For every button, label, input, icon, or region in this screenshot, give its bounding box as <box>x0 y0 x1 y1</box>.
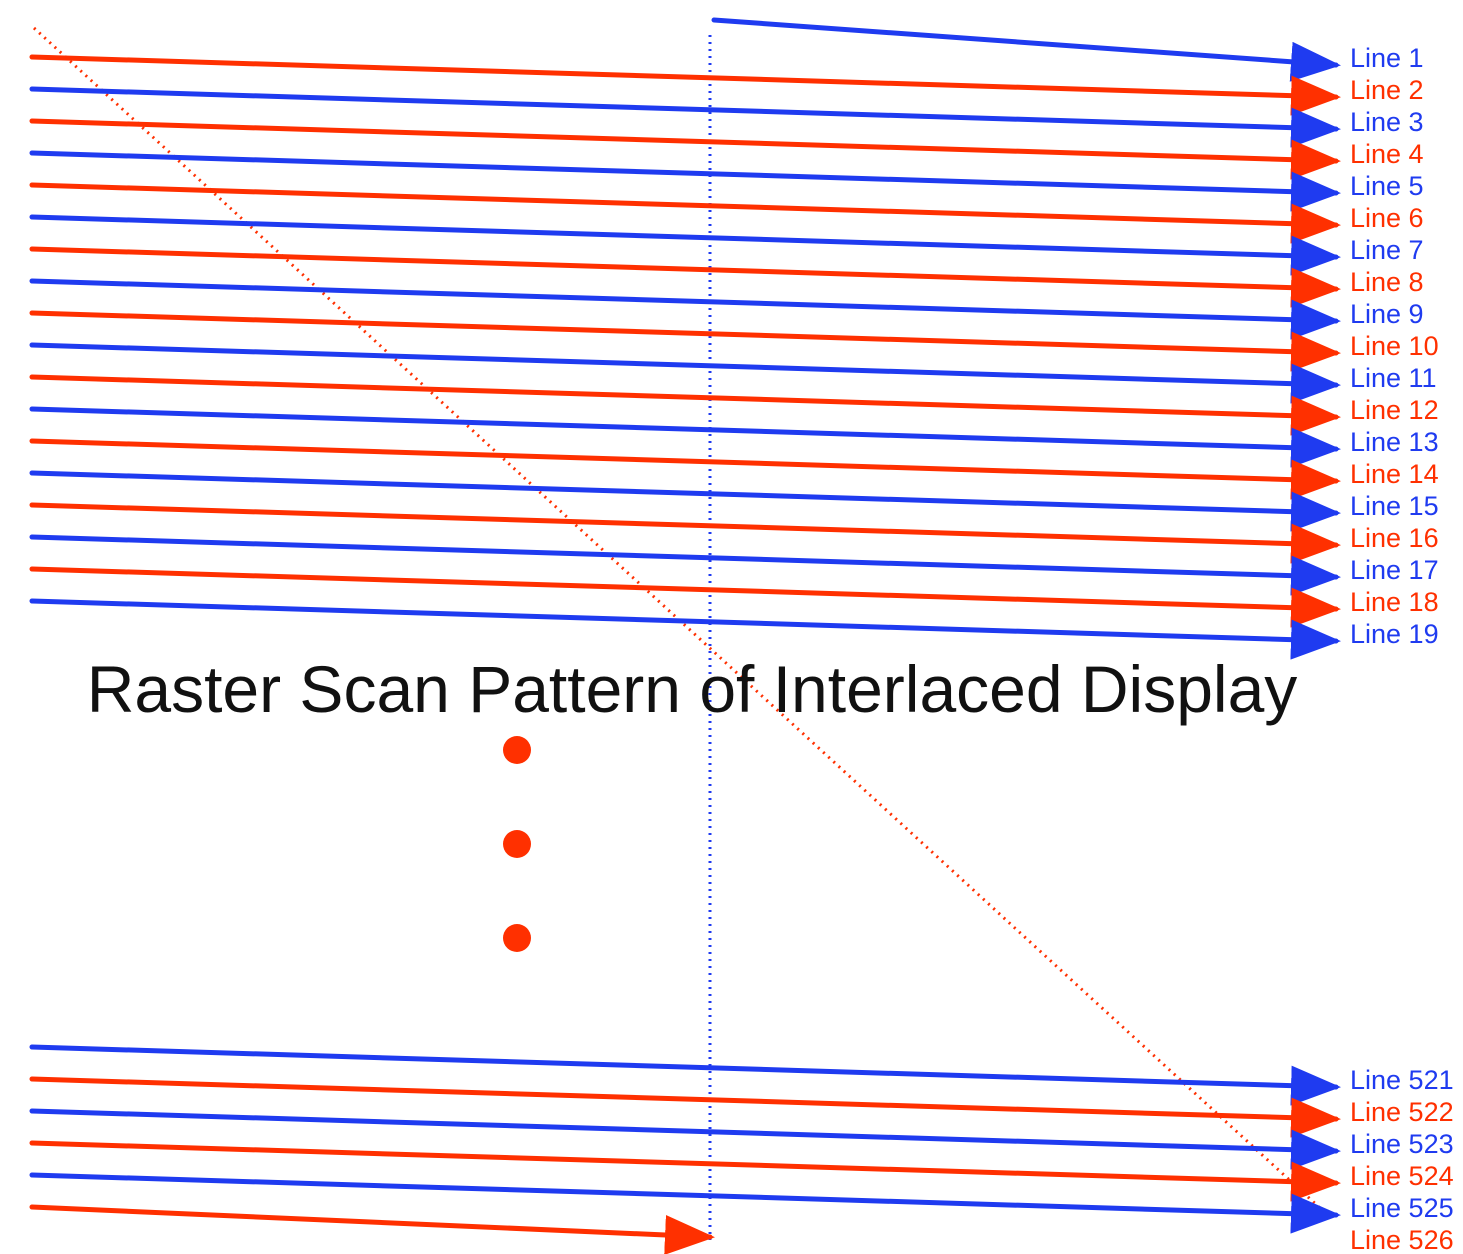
line-label: Line 522 <box>1350 1097 1454 1127</box>
line-label: Line 11 <box>1350 363 1437 393</box>
ellipsis-dot <box>503 736 531 764</box>
scan-line-8 <box>29 246 1341 308</box>
line-label: Line 4 <box>1350 139 1424 169</box>
ellipsis-dot <box>503 830 531 858</box>
line-label: Line 2 <box>1350 75 1424 105</box>
scan-lines <box>29 17 1341 1254</box>
line-label: Line 15 <box>1350 491 1439 521</box>
scan-line-15 <box>29 470 1341 532</box>
line-label: Line 19 <box>1350 619 1439 649</box>
scan-line-12 <box>29 374 1341 436</box>
scan-line-19 <box>29 598 1341 660</box>
line-label: Line 5 <box>1350 171 1424 201</box>
scan-line-16 <box>29 502 1341 564</box>
line-label: Line 18 <box>1350 587 1439 617</box>
line-label: Line 10 <box>1350 331 1439 361</box>
scan-line-4 <box>29 118 1341 180</box>
scan-line-bottom-6 <box>29 1204 715 1254</box>
scan-line-13 <box>29 406 1341 468</box>
scan-line-bottom-1 <box>29 1044 1341 1106</box>
line-label: Line 521 <box>1350 1065 1454 1095</box>
scan-line-14 <box>29 438 1341 500</box>
line-label: Line 9 <box>1350 299 1424 329</box>
scan-line-1 <box>711 17 1341 82</box>
scan-line-11 <box>29 342 1341 404</box>
ellipsis-dots <box>503 736 531 952</box>
scan-line-bottom-3 <box>29 1108 1341 1170</box>
scan-line-3 <box>29 86 1341 148</box>
scan-line-6 <box>29 182 1341 244</box>
line-label: Line 16 <box>1350 523 1439 553</box>
scan-line-9 <box>29 278 1341 340</box>
line-label: Line 7 <box>1350 235 1424 265</box>
retrace-layer <box>32 26 1322 1240</box>
line-label: Line 3 <box>1350 107 1424 137</box>
scan-line-7 <box>29 214 1341 276</box>
scan-line-17 <box>29 534 1341 596</box>
line-label: Line 523 <box>1350 1129 1454 1159</box>
ellipsis-dot <box>503 924 531 952</box>
line-label: Line 8 <box>1350 267 1424 297</box>
line-label: Line 525 <box>1350 1193 1454 1223</box>
diagram-title: Raster Scan Pattern of Interlaced Displa… <box>87 652 1298 726</box>
line-label: Line 1 <box>1350 43 1424 73</box>
scan-line-5 <box>29 150 1341 212</box>
line-label: Line 12 <box>1350 395 1439 425</box>
line-label: Line 524 <box>1350 1161 1454 1191</box>
line-label: Line 17 <box>1350 555 1439 585</box>
scan-line-18 <box>29 566 1341 628</box>
line-label: Line 526 <box>1350 1225 1454 1254</box>
line-label: Line 14 <box>1350 459 1439 489</box>
scan-line-bottom-5 <box>29 1172 1341 1234</box>
line-label: Line 13 <box>1350 427 1439 457</box>
scan-line-2 <box>29 54 1341 116</box>
line-label: Line 6 <box>1350 203 1424 233</box>
scan-line-10 <box>29 310 1341 372</box>
scan-line-bottom-2 <box>29 1076 1341 1138</box>
scan-line-bottom-4 <box>29 1140 1341 1202</box>
